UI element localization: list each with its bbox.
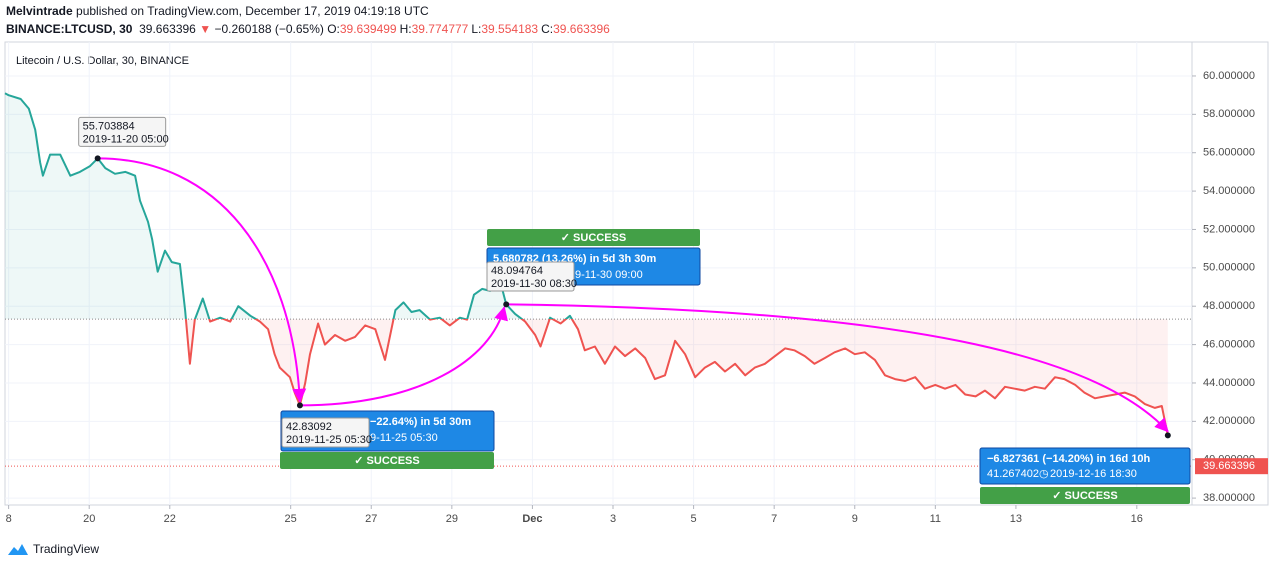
time-label: 2019-12-16 18:30 (1050, 468, 1137, 480)
price-label-box (78, 116, 167, 147)
measure-text: −6.827361 (−14.20%) in 16d 10h (987, 453, 1151, 465)
success-badge (280, 452, 494, 469)
y-tick-label: 48.000000 (1203, 300, 1255, 312)
x-tick-label: 16 (1131, 513, 1143, 525)
measure-box (979, 447, 1191, 485)
arrow: ▼ (199, 22, 212, 36)
success-label: ✓ SUCCESS (561, 232, 626, 244)
ohlc-value: 39.554183 (481, 22, 539, 36)
anchor-point (1164, 432, 1171, 439)
ohlc-label: L: (471, 22, 482, 36)
x-tick-label: 25 (285, 513, 297, 525)
measure-subtext: 9-11-25 05:30 (370, 432, 438, 444)
x-tick-label: 3 (610, 513, 616, 525)
last: 39.663396 (139, 22, 196, 36)
y-tick-label: 50.000000 (1203, 262, 1255, 274)
y-tick-label: 52.000000 (1203, 223, 1255, 235)
x-tick-label: 20 (83, 513, 95, 525)
anchor-point (296, 402, 303, 409)
measure-arrow (97, 157, 307, 403)
measure-subtext: 9-11-30 09:00 (575, 269, 643, 281)
ohlc-value: 39.774777 (411, 22, 469, 36)
ohlc-label: O: (327, 22, 340, 36)
price-label: 42.83092 (286, 421, 332, 433)
brand: TradingView (33, 542, 100, 556)
time-label: 2019-11-30 08:30 (491, 278, 577, 290)
anchor-point (503, 301, 510, 308)
x-tick-label: 5 (691, 513, 697, 525)
x-tick-label: 27 (365, 513, 377, 525)
y-tick-label: 60.000000 (1203, 70, 1255, 82)
price-label: 55.703884 (83, 120, 135, 132)
ohlc-label: C: (541, 22, 554, 36)
x-tick-label: 13 (1010, 513, 1022, 525)
clock-icon: ◷ (1039, 468, 1049, 480)
last-price-box (1195, 458, 1268, 475)
price-label-box (281, 417, 370, 448)
success-badge (980, 487, 1190, 504)
x-tick-label: Dec (522, 513, 542, 525)
measure-arrow (299, 306, 508, 407)
logo (8, 544, 28, 555)
price-line (4, 92, 1169, 436)
y-tick-label: 38.000000 (1203, 492, 1255, 504)
change: −0.260188 (−0.65%) (214, 22, 324, 36)
y-tick-label: 54.000000 (1203, 185, 1255, 197)
measure-text: −22.64%) in 5d 30m (370, 416, 471, 428)
x-tick-label: 8 (6, 513, 12, 525)
time-label: 2019-11-25 05:30 (286, 434, 372, 446)
x-tick-label: 22 (164, 513, 176, 525)
symbol-line: BINANCE:LTCUSD, 30 39.663396 ▼ −0.260188… (6, 22, 613, 36)
success-badge (487, 229, 700, 246)
last-price-label: 39.663396 (1203, 460, 1255, 472)
baseline-area (5, 93, 1168, 436)
ohlc-value: 39.663396 (553, 22, 610, 36)
published: published on TradingView.com, December 1… (76, 4, 429, 18)
footer: TradingView (6, 541, 99, 557)
x-tick-label: 9 (852, 513, 858, 525)
author: Melvintrade (6, 4, 73, 18)
price-label: 41.267402 (987, 468, 1039, 480)
chart-title: Litecoin / U.S. Dollar, 30, BINANCE (16, 55, 189, 67)
ohlc: O:39.639499 H:39.774777 L:39.554183 C:39.66… (327, 22, 613, 36)
anchor-point (94, 155, 101, 162)
success-label: ✓ SUCCESS (1052, 490, 1117, 502)
measure-arrow (506, 303, 1169, 433)
ohlc-label: H: (399, 22, 412, 36)
y-tick-label: 58.000000 (1203, 108, 1255, 120)
x-tick-label: 7 (771, 513, 777, 525)
y-tick-label: 56.000000 (1203, 147, 1255, 159)
symbol: BINANCE:LTCUSD, 30 (6, 22, 133, 36)
y-tick-label: 46.000000 (1203, 338, 1255, 350)
time-label: 2019-11-20 05:00 (83, 133, 169, 145)
publish-line: Melvintrade published on TradingView.com… (6, 4, 429, 18)
price-label-box (486, 261, 575, 292)
x-tick-label: 29 (446, 513, 458, 525)
price-label: 48.094764 (491, 265, 543, 277)
y-tick-label: 44.000000 (1203, 377, 1255, 389)
y-tick-label: 42.000000 (1203, 415, 1255, 427)
x-tick-label: 11 (930, 513, 941, 525)
success-label: ✓ SUCCESS (354, 455, 419, 467)
ohlc-value: 39.639499 (339, 22, 397, 36)
